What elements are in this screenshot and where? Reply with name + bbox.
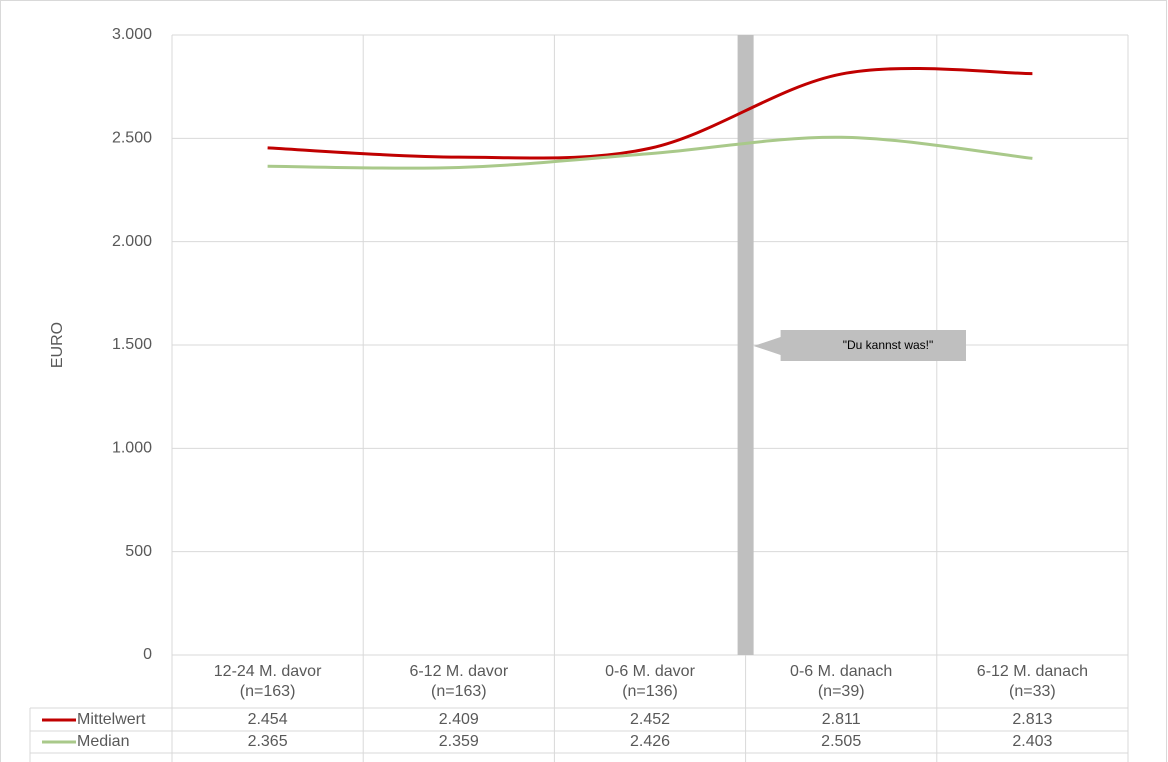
y-axis-label: EURO: [49, 322, 66, 368]
annotation-callout: [753, 330, 966, 361]
y-tick-label: 3.000: [112, 26, 152, 43]
x-tick-label: 0-6 M. davor: [605, 663, 695, 680]
annotation: "Du kannst was!": [843, 338, 934, 352]
y-tick-label: 1.500: [112, 336, 152, 353]
table-value: 2.365: [248, 733, 288, 750]
series-line: [267, 135, 1033, 170]
x-tick-label: 12-24 M. davor: [214, 663, 322, 680]
x-tick-label: 6-12 M. danach: [977, 663, 1088, 680]
x-tick-note: (n=136): [622, 683, 678, 700]
series-line: [267, 66, 1033, 160]
legend-label: Median: [77, 733, 129, 750]
legend-label: Mittelwert: [77, 711, 146, 728]
table-value: 2.359: [439, 733, 479, 750]
table-value: 2.505: [821, 733, 861, 750]
table-value: 2.426: [630, 733, 670, 750]
table-value: 2.454: [248, 711, 288, 728]
x-tick-label: 6-12 M. davor: [409, 663, 508, 680]
table-value: 2.403: [1012, 733, 1052, 750]
x-tick-note: (n=33): [1009, 683, 1056, 700]
x-tick-label: 0-6 M. danach: [790, 663, 892, 680]
y-tick-label: 2.000: [112, 233, 152, 250]
table-value: 2.813: [1012, 711, 1052, 728]
x-tick-note: (n=163): [431, 683, 487, 700]
event-marker: [737, 35, 754, 655]
y-tick-label: 1.000: [112, 440, 152, 457]
x-tick-note: (n=39): [818, 683, 865, 700]
x-tick-note: (n=163): [240, 683, 296, 700]
table-value: 2.452: [630, 711, 670, 728]
y-tick-label: 500: [125, 543, 152, 560]
table-value: 2.811: [822, 711, 861, 728]
y-tick-label: 2.500: [112, 130, 152, 147]
y-tick-label: 0: [143, 646, 152, 663]
table-value: 2.409: [439, 711, 479, 728]
